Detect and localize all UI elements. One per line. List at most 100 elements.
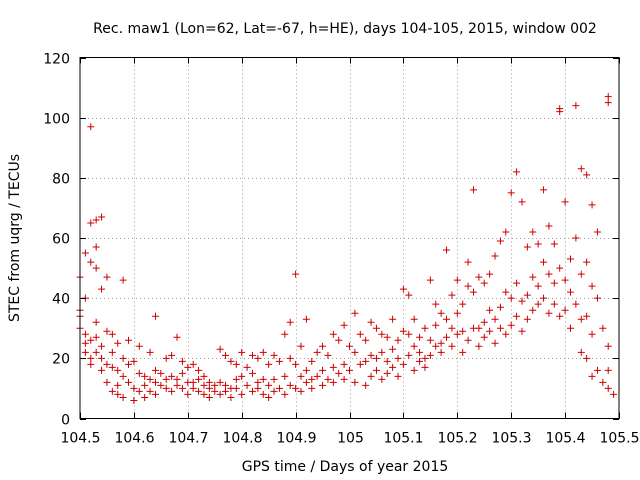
data-point (518, 297, 526, 305)
data-point (469, 288, 477, 296)
data-point (475, 273, 483, 281)
data-point (599, 378, 607, 386)
data-point (496, 324, 504, 332)
data-point (346, 342, 353, 350)
y-tick-label: 40 (52, 292, 70, 308)
data-point (92, 264, 100, 272)
data-point (475, 342, 483, 350)
data-point (216, 345, 224, 353)
data-point (125, 360, 133, 368)
y-tick-label: 120 (43, 52, 70, 68)
data-point (200, 372, 208, 380)
data-point (378, 348, 386, 356)
data-point (540, 258, 548, 266)
data-point (593, 294, 601, 302)
data-point (356, 330, 364, 338)
data-point (367, 318, 375, 326)
x-tick-label: 105 (337, 431, 364, 447)
data-point (130, 384, 138, 392)
data-point (135, 387, 143, 395)
x-tick-label: 104.8 (222, 431, 262, 447)
data-point (448, 291, 456, 299)
data-point (103, 360, 111, 368)
data-point (486, 270, 494, 278)
data-point (372, 354, 380, 362)
data-point (329, 363, 337, 371)
x-tick-labels: 104.5 104.6 104.7 104.8 104.9 105 105.1 105.2 10… (60, 431, 639, 447)
data-point (362, 357, 370, 365)
data-point (486, 306, 494, 314)
data-point (119, 393, 127, 401)
data-point (459, 300, 467, 308)
data-point (297, 342, 305, 350)
data-point (351, 348, 359, 356)
data-point (561, 276, 569, 284)
data-point (383, 333, 391, 341)
data-point (178, 384, 186, 392)
data-point (502, 288, 510, 296)
data-point (270, 375, 278, 383)
data-point (577, 348, 585, 356)
data-point (259, 390, 267, 398)
data-point (87, 354, 95, 362)
data-point (275, 357, 283, 365)
data-point (98, 366, 106, 374)
data-point (443, 333, 451, 341)
data-point (108, 387, 116, 395)
data-point (464, 282, 472, 290)
data-point (329, 378, 337, 386)
data-point (405, 351, 413, 359)
data-point (604, 99, 612, 107)
data-point (588, 201, 596, 209)
data-point (383, 369, 391, 377)
data-point (405, 330, 413, 338)
data-point (529, 228, 537, 236)
data-point (211, 381, 219, 389)
data-point (459, 348, 467, 356)
data-point (232, 360, 240, 368)
data-point (254, 354, 262, 362)
data-point (561, 198, 569, 206)
data-point (394, 336, 402, 344)
y-tick-label: 100 (43, 112, 70, 128)
data-point (151, 390, 159, 398)
data-point (518, 327, 526, 335)
data-point (184, 390, 192, 398)
data-point (502, 228, 510, 236)
data-point (486, 327, 494, 335)
x-tick-label: 104.5 (60, 431, 100, 447)
data-point (453, 330, 461, 338)
data-point (108, 363, 116, 371)
data-point (259, 375, 267, 383)
data-point (405, 291, 413, 299)
data-point (114, 390, 122, 398)
data-point (356, 360, 364, 368)
x-tick-label: 105.4 (545, 431, 585, 447)
data-point (222, 381, 230, 389)
data-point (87, 360, 95, 368)
data-point (566, 288, 574, 296)
data-point (367, 372, 375, 380)
data-point (437, 348, 445, 356)
y-tick-label: 0 (61, 413, 70, 429)
data-point (302, 378, 310, 386)
data-point (178, 369, 186, 377)
x-axis-title: GPS time / Days of year 2015 (242, 459, 449, 475)
data-point (125, 378, 133, 386)
data-point (227, 393, 235, 401)
data-point (151, 378, 159, 386)
data-point (265, 393, 273, 401)
data-point (480, 318, 488, 326)
data-point (270, 387, 278, 395)
data-point (92, 216, 100, 224)
data-point (195, 387, 203, 395)
data-point (610, 390, 618, 398)
data-point (200, 390, 208, 398)
data-point (464, 336, 472, 344)
data-point (540, 294, 548, 302)
data-point (372, 366, 380, 374)
data-point (372, 324, 380, 332)
data-point (205, 378, 213, 386)
data-point (81, 330, 89, 338)
data-point (162, 384, 170, 392)
